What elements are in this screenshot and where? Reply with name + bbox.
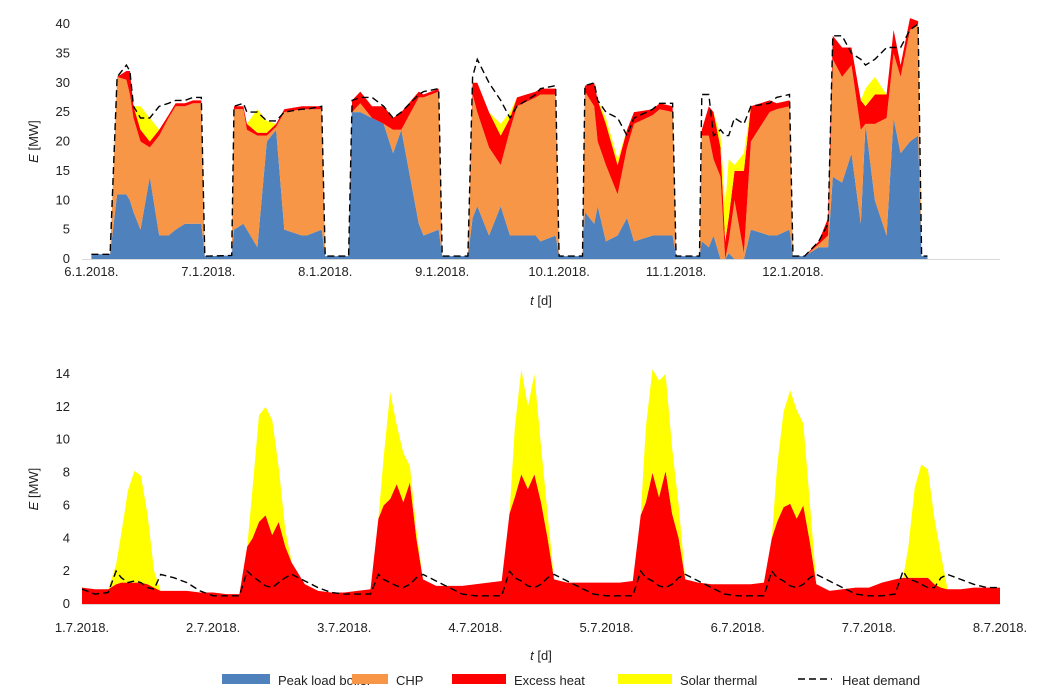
legend-label-solar: Solar thermal	[680, 673, 757, 688]
x-tick-label: 8.7.2018.	[973, 620, 1027, 635]
y-tick-label: 40	[56, 16, 70, 31]
legend-swatch-peak	[222, 674, 270, 684]
y-tick-label: 4	[63, 530, 70, 545]
y-tick-label: 5	[63, 222, 70, 237]
x-tick-label: 7.1.2018.	[181, 264, 235, 279]
line-demand	[81, 569, 1000, 597]
y-axis-title: E [MW]	[26, 120, 41, 163]
y-tick-label: 25	[56, 104, 70, 119]
x-tick-label: 12.1.2018.	[762, 264, 823, 279]
legend-label-demand: Heat demand	[842, 673, 920, 688]
legend-swatch-chp	[352, 674, 388, 684]
y-tick-label: 0	[63, 596, 70, 611]
line-demand	[91, 22, 928, 257]
x-tick-label: 6.1.2018.	[64, 264, 118, 279]
y-tick-label: 10	[56, 432, 70, 447]
y-tick-label: 30	[56, 75, 70, 90]
y-tick-label: 0	[63, 251, 70, 266]
y-tick-label: 15	[56, 163, 70, 178]
area-solar	[82, 369, 1000, 595]
x-tick-label: 1.7.2018.	[55, 620, 109, 635]
x-tick-label: 10.1.2018.	[528, 264, 589, 279]
y-tick-label: 14	[56, 366, 70, 381]
area-chp	[91, 24, 928, 259]
x-tick-label: 7.7.2018.	[842, 620, 896, 635]
y-tick-label: 35	[56, 45, 70, 60]
area-excess	[82, 470, 1000, 604]
area-peak	[91, 112, 928, 259]
legend-label-peak: Peak load boiler	[278, 673, 372, 688]
x-tick-label: 3.7.2018.	[317, 620, 371, 635]
y-tick-label: 12	[56, 399, 70, 414]
winter-week-chart: 0 5 10 15 20 25 30 35 40 6.1.2018. 7.1.2018. 8.1.20…	[26, 16, 1000, 308]
legend-swatch-excess	[452, 674, 506, 684]
x-tick-label: 9.1.2018.	[415, 264, 469, 279]
x-tick-label: 11.1.2018.	[646, 264, 706, 279]
y-tick-label: 8	[63, 465, 70, 480]
legend-swatch-solar	[618, 674, 672, 684]
y-tick-label: 10	[56, 192, 70, 207]
x-axis-title: t [d]	[530, 293, 552, 308]
y-axis-title: E [MW]	[26, 468, 41, 511]
x-tick-label: 6.7.2018.	[711, 620, 765, 635]
x-tick-label: 8.1.2018.	[298, 264, 352, 279]
legend-label-excess: Excess heat	[514, 673, 585, 688]
x-tick-label: 5.7.2018.	[579, 620, 633, 635]
y-tick-label: 6	[63, 497, 70, 512]
y-tick-label: 2	[63, 563, 70, 578]
x-axis-title: t [d]	[530, 648, 552, 663]
x-tick-label: 4.7.2018.	[448, 620, 502, 635]
legend: Peak load boiler CHP Excess heat Solar ther…	[222, 673, 920, 688]
legend-label-chp: CHP	[396, 673, 423, 688]
x-tick-label: 2.7.2018.	[186, 620, 240, 635]
y-tick-label: 20	[56, 134, 70, 149]
summer-week-chart: 0 2 4 6 8 10 12 14 1.7.2018. 2.7.2018. 3.7.2018. 4.…	[26, 366, 1027, 663]
